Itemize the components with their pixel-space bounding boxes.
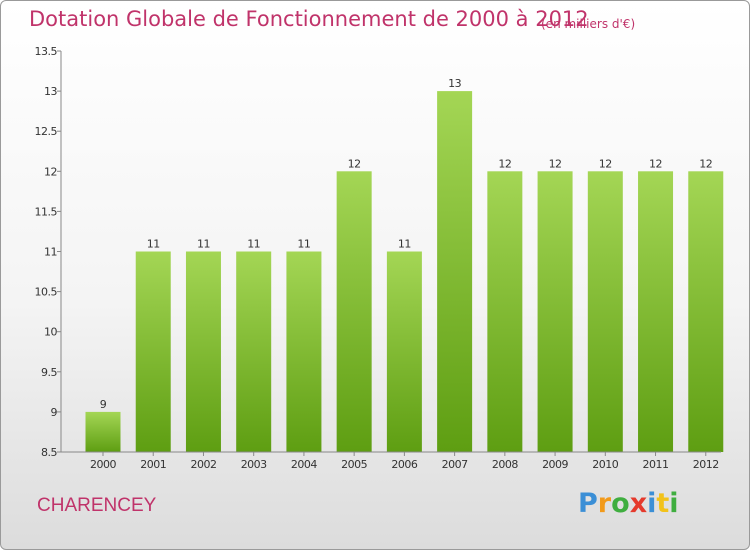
- data-label: 12: [649, 157, 662, 170]
- bar-2001: [135, 251, 171, 452]
- data-label: 11: [147, 238, 160, 251]
- bar-2010: [587, 171, 623, 453]
- data-label: 11: [398, 238, 411, 251]
- x-axis: 2000 2001 2002 2003 2004 2005 2006 2007 2008 2009…: [61, 451, 721, 471]
- logo-letter: o: [611, 488, 630, 519]
- x-tick-label: 2002: [190, 458, 216, 471]
- data-label: 11: [197, 238, 210, 251]
- y-tick-label: 8.5: [41, 446, 57, 459]
- y-axis: 8.5 9 9.5 10 10.5 11 11.5 12 12.5 13 13.5: [35, 45, 62, 459]
- logo-letter: t: [656, 488, 670, 519]
- bar-2007: [437, 91, 473, 452]
- y-tick-label: 11: [44, 246, 57, 259]
- logo-letter: x: [629, 488, 648, 519]
- y-tick-label: 13: [44, 85, 57, 98]
- data-label: 12: [498, 157, 511, 170]
- x-tick-label: 2004: [291, 458, 317, 471]
- bar-2003: [236, 251, 272, 452]
- data-label: 11: [247, 238, 260, 251]
- bar-2008: [487, 171, 523, 453]
- bar-2004: [286, 251, 322, 452]
- bar-2009: [537, 171, 573, 453]
- x-tick-label: 2003: [241, 458, 267, 471]
- unit-label: (en milliers d'€): [541, 17, 636, 31]
- data-label: 9: [100, 398, 107, 411]
- bar-2005: [336, 171, 372, 453]
- x-tick-label: 2010: [592, 458, 618, 471]
- x-tick-label: 2000: [90, 458, 116, 471]
- bar-2006: [386, 251, 422, 452]
- logo-letter: i: [647, 488, 657, 519]
- logo-letter: i: [669, 488, 679, 519]
- x-tick-label: 2012: [693, 458, 719, 471]
- logo-letter: r: [597, 488, 612, 519]
- data-label: 11: [297, 238, 310, 251]
- chart-title: Dotation Globale de Fonctionnement de 20…: [29, 7, 589, 31]
- x-tick-label: 2006: [391, 458, 417, 471]
- y-tick-label: 11.5: [35, 205, 58, 218]
- x-tick-label: 2005: [341, 458, 367, 471]
- data-label: 13: [448, 77, 461, 90]
- data-labels: 9 11 11 11 11 12 11 13 12 12 12 12 12: [100, 77, 713, 411]
- x-tick-label: 2011: [643, 458, 669, 471]
- bar-2012: [688, 171, 724, 453]
- y-tick-label: 12: [44, 165, 57, 178]
- data-label: 12: [699, 157, 712, 170]
- x-tick-label: 2007: [442, 458, 468, 471]
- y-tick-label: 13.5: [35, 45, 58, 58]
- data-label: 12: [599, 157, 612, 170]
- y-tick-label: 9.5: [41, 366, 57, 379]
- commune-name: CHARENCEY: [37, 495, 157, 516]
- bars: [85, 91, 724, 453]
- bar-2002: [185, 251, 221, 452]
- x-tick-label: 2001: [140, 458, 166, 471]
- logo-letter: P: [578, 488, 598, 519]
- bar-2011: [638, 171, 674, 453]
- y-tick-label: 12.5: [35, 125, 58, 138]
- x-tick-label: 2009: [542, 458, 568, 471]
- data-label: 12: [348, 157, 361, 170]
- y-tick-label: 10: [44, 326, 57, 339]
- proxiti-logo: Proxiti: [578, 488, 679, 519]
- bar-2000: [85, 411, 121, 452]
- y-tick-label: 10.5: [35, 286, 58, 299]
- x-tick-label: 2008: [492, 458, 518, 471]
- y-tick-label: 9: [51, 406, 58, 419]
- data-label: 12: [549, 157, 562, 170]
